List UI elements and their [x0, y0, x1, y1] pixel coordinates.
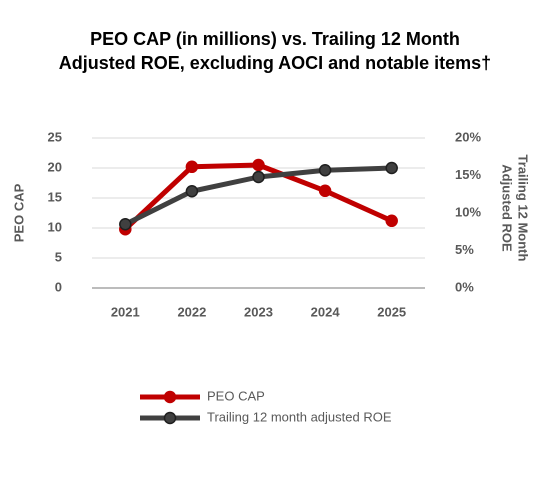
data-point	[252, 170, 265, 184]
data-point	[385, 161, 398, 175]
data-point	[318, 164, 332, 177]
legend-label: Trailing 12 month adjusted ROE	[207, 409, 392, 424]
data-point	[185, 160, 199, 174]
chart-title: PEO CAP (in millions) vs. Trailing 12 Mo…	[90, 29, 460, 49]
y2-tick-label: 5%	[455, 242, 474, 257]
data-point	[318, 184, 332, 198]
y2-axis-label: Trailing 12 Month	[516, 155, 531, 262]
y2-tick-label: 0%	[455, 279, 474, 294]
x-tick-label: 2024	[311, 304, 341, 319]
chart-title: Adjusted ROE, excluding AOCI and notable…	[59, 53, 491, 73]
data-point	[252, 158, 265, 172]
data-point	[119, 218, 132, 231]
data-point	[385, 214, 398, 228]
legend-marker	[163, 390, 177, 404]
y-tick-label: 15	[48, 189, 62, 204]
y-axis-label: PEO CAP	[11, 183, 26, 242]
y-tick-label: 25	[48, 129, 62, 144]
y2-tick-label: 20%	[455, 129, 481, 144]
y-tick-label: 20	[48, 159, 62, 174]
y-tick-label: 10	[48, 219, 62, 234]
x-tick-label: 2022	[177, 304, 206, 319]
y-tick-label: 0	[55, 279, 62, 294]
x-tick-label: 2021	[111, 304, 140, 319]
y2-tick-label: 15%	[455, 167, 481, 182]
y2-tick-label: 10%	[455, 204, 481, 219]
legend-label: PEO CAP	[207, 388, 265, 403]
y2-axis-label: Adjusted ROE	[500, 164, 515, 252]
x-tick-label: 2025	[377, 304, 406, 319]
data-point	[185, 185, 199, 198]
legend-marker	[163, 411, 177, 425]
x-tick-label: 2023	[244, 304, 273, 319]
y-tick-label: 5	[55, 249, 62, 264]
